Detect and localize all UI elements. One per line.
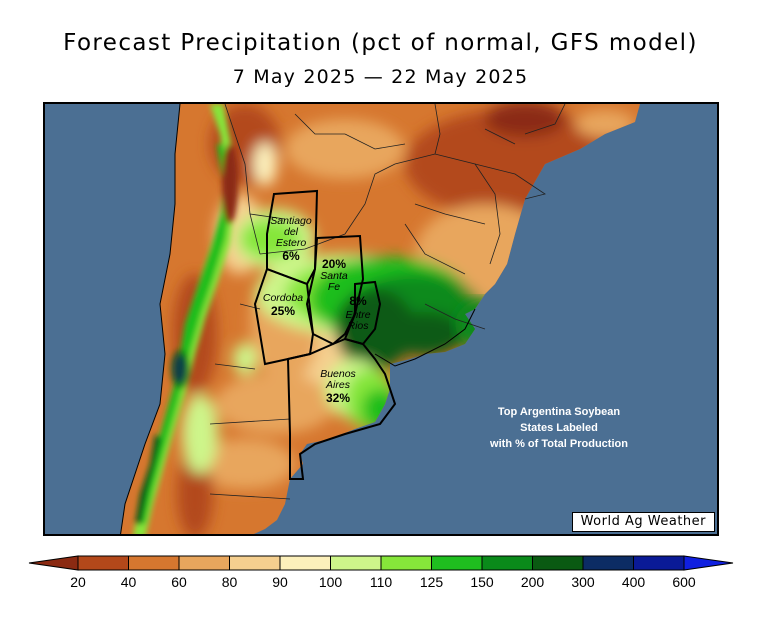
legend-tick-label: 600 — [672, 574, 696, 590]
state-pct-cordoba: 25% — [270, 304, 296, 318]
map-canvas — [45, 104, 717, 534]
state-pct-entre-rios: 8% — [349, 294, 367, 308]
legend-arrow-high — [683, 555, 734, 571]
legend-arrow-low — [28, 555, 79, 571]
legend-tick-label: 300 — [571, 574, 595, 590]
legend-swatch — [330, 555, 382, 571]
soybean-note: Top Argentina Soybean States Labeled wit… — [459, 404, 659, 452]
legend-swatch — [481, 555, 533, 571]
province-borders — [209, 104, 566, 500]
legend-swatch — [178, 555, 230, 571]
legend-tick-label: 200 — [520, 574, 545, 590]
legend-swatch — [128, 555, 180, 571]
state-label-santiago-del-estero: Santiago del Estero — [270, 215, 312, 249]
state-pct-santiago-del-estero: 6% — [282, 249, 300, 263]
color-legend-bar — [28, 555, 734, 571]
legend-swatch — [582, 555, 634, 571]
legend-swatch — [633, 555, 685, 571]
legend-tick-label: 110 — [369, 574, 393, 590]
precipitation-map: Santiago del Estero 6% 20% Santa Fe Cordoba… — [43, 102, 719, 536]
legend-tick-label: 80 — [221, 574, 238, 590]
legend-swatch — [380, 555, 432, 571]
credit-label: World Ag Weather — [571, 512, 715, 532]
state-pct-buenos-aires: 32% — [325, 391, 351, 405]
state-label-buenos-aires: Buenos Aires — [320, 368, 356, 391]
legend-swatch — [431, 555, 483, 571]
state-label-cordoba: Cordoba — [262, 292, 304, 304]
state-pct-santa-fe: 20% — [321, 257, 347, 271]
legend-swatch — [77, 555, 129, 571]
note-line: with % of Total Production — [490, 438, 628, 450]
legend-swatch — [229, 555, 281, 571]
legend-tick-label: 125 — [419, 574, 444, 590]
date-range-subtitle: 7 May 2025 — 22 May 2025 — [232, 66, 529, 88]
legend-tick-label: 60 — [171, 574, 187, 590]
map-title: Forecast Precipitation (pct of normal, G… — [63, 30, 698, 56]
legend-swatch — [532, 555, 584, 571]
legend-tick-label: 400 — [621, 574, 646, 590]
soybean-state-borders — [253, 189, 397, 480]
legend-tick-label: 90 — [272, 574, 288, 590]
note-line: Top Argentina Soybean — [497, 406, 621, 418]
legend-tick-label: 40 — [120, 574, 137, 590]
legend-tick-label: 150 — [470, 574, 494, 590]
legend-tick-label: 100 — [318, 574, 343, 590]
note-line: States Labeled — [520, 422, 598, 434]
legend-tick-label: 20 — [70, 574, 86, 590]
legend-swatch — [279, 555, 331, 571]
state-label-entre-rios: Entre Rios — [345, 309, 371, 332]
state-label-santa-fe: Santa Fe — [320, 270, 348, 293]
